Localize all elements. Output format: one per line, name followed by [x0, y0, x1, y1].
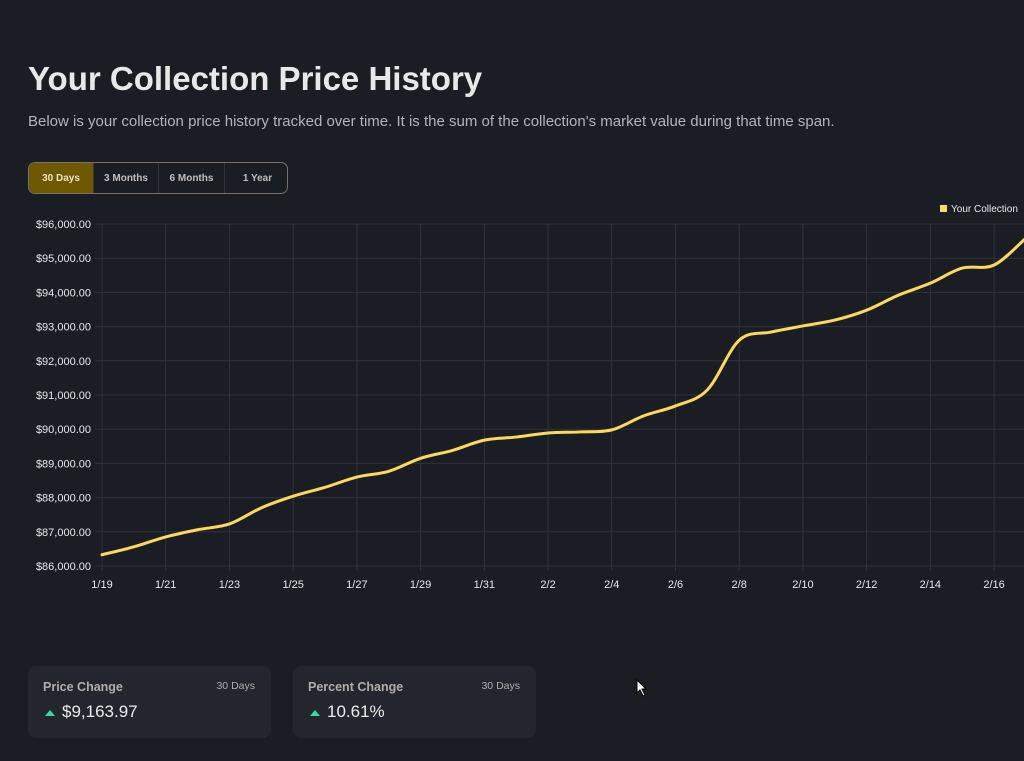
x-tick-label: 2/2 — [540, 579, 555, 591]
x-tick-label: 1/31 — [474, 579, 495, 591]
page-subtitle: Below is your collection price history t… — [28, 113, 835, 130]
x-tick-label: 2/16 — [983, 579, 1004, 591]
x-tick-label: 1/19 — [91, 579, 112, 591]
x-tick-label: 1/21 — [155, 579, 176, 591]
y-tick-label: $92,000.00 — [36, 356, 91, 368]
up-arrow-icon — [310, 710, 320, 716]
mouse-cursor-icon — [636, 679, 648, 697]
y-tick-label: $87,000.00 — [36, 527, 91, 539]
price-change-value: $9,163.97 — [62, 702, 138, 721]
price-history-chart: $96,000.00 $95,000.00 $94,000.00 $93,000.00… — [36, 204, 1024, 591]
x-tick-label: 2/8 — [732, 579, 747, 591]
tab-1-year[interactable]: 1 Year — [242, 172, 273, 184]
y-tick-label: $86,000.00 — [36, 561, 91, 573]
x-tick-label: 1/23 — [219, 579, 240, 591]
y-tick-label: $90,000.00 — [36, 424, 91, 436]
price-change-period: 30 Days — [216, 680, 255, 692]
x-tick-label: 1/25 — [282, 579, 303, 591]
price-change-card: Price Change 30 Days $9,163.97 — [28, 666, 271, 738]
x-tick-label: 1/27 — [346, 579, 367, 591]
percent-change-value: 10.61% — [327, 702, 385, 721]
legend-swatch — [940, 205, 947, 212]
x-tick-label: 2/12 — [856, 579, 877, 591]
range-tabs: 30 Days 3 Months 6 Months 1 Year — [28, 162, 288, 194]
legend-label: Your Collection — [951, 204, 1018, 215]
x-tick-label: 2/6 — [668, 579, 683, 591]
tab-3-months[interactable]: 3 Months — [94, 163, 159, 193]
page-title: Your Collection Price History — [28, 60, 483, 97]
up-arrow-icon — [45, 710, 55, 716]
tab-30-days[interactable]: 30 Days — [29, 163, 94, 193]
y-tick-label: $91,000.00 — [36, 390, 91, 402]
price-change-label: Price Change — [43, 680, 123, 694]
percent-change-period: 30 Days — [481, 680, 520, 692]
tab-6-months[interactable]: 6 Months — [159, 163, 225, 193]
x-tick-label: 2/14 — [920, 579, 941, 591]
y-tick-label: $88,000.00 — [36, 493, 91, 505]
series-line-your-collection — [100, 237, 1024, 557]
percent-change-label: Percent Change — [308, 680, 404, 694]
y-tick-label: $94,000.00 — [36, 287, 91, 299]
y-tick-label: $95,000.00 — [36, 253, 91, 265]
y-tick-label: $93,000.00 — [36, 322, 91, 334]
x-tick-label: 1/29 — [410, 579, 431, 591]
x-tick-label: 2/4 — [604, 579, 619, 591]
percent-change-card: Percent Change 30 Days 10.61% — [293, 666, 536, 738]
y-tick-label: $96,000.00 — [36, 219, 91, 231]
x-tick-label: 2/10 — [792, 579, 813, 591]
y-tick-label: $89,000.00 — [36, 458, 91, 470]
